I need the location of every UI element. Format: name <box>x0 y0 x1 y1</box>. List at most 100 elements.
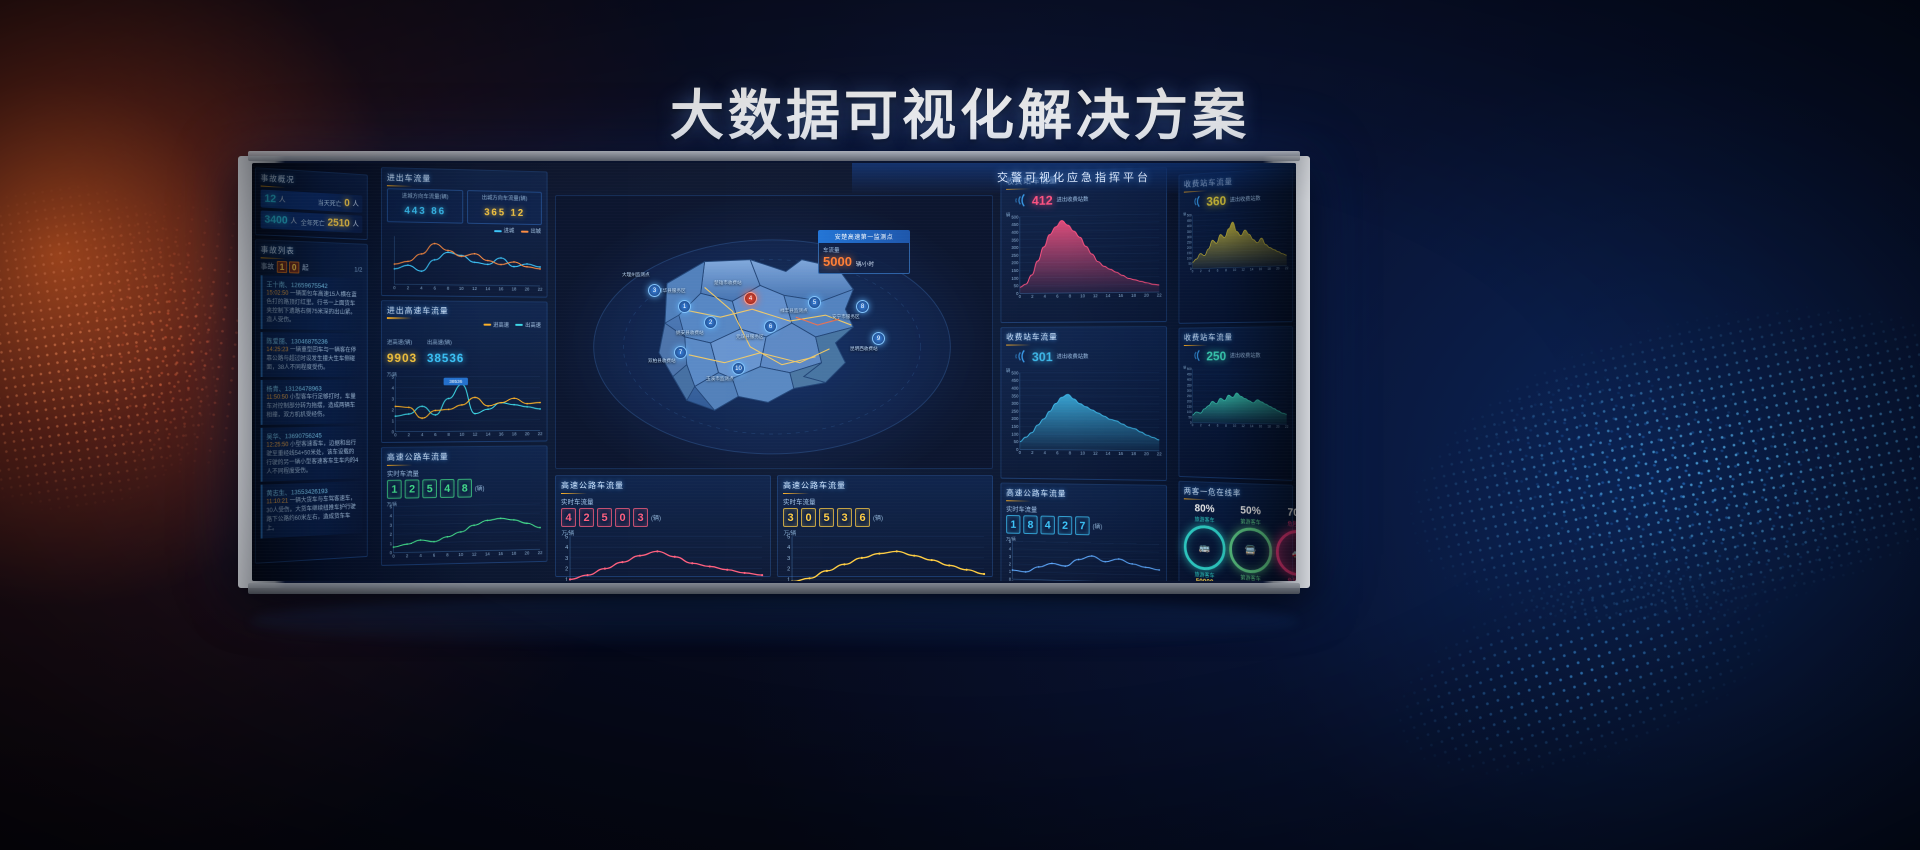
svg-text:辆: 辆 <box>1006 367 1011 374</box>
svg-text:12: 12 <box>1093 451 1098 456</box>
svg-text:3: 3 <box>1009 554 1012 559</box>
panel-title-accident-overview: 事故概况 <box>259 170 364 192</box>
svg-text:200: 200 <box>1011 416 1019 421</box>
svg-text:16: 16 <box>498 551 503 556</box>
svg-text:150: 150 <box>1187 251 1192 255</box>
accident-reporter-phone: 13690756245 <box>284 432 322 441</box>
svg-text:14: 14 <box>486 431 491 436</box>
legend-entry-out: 出城 <box>520 227 541 235</box>
digit: 6 <box>855 508 870 527</box>
digit: 1 <box>386 479 402 500</box>
svg-text:0: 0 <box>394 432 397 437</box>
svg-text:8: 8 <box>1069 294 1072 299</box>
svg-text:3: 3 <box>392 396 395 401</box>
digit: 5 <box>819 508 834 527</box>
online-rate-pct-2: 50% <box>1240 504 1261 518</box>
svg-text:350: 350 <box>1187 230 1192 234</box>
particle-field-bottom <box>1355 494 1865 850</box>
map-marker-9[interactable]: 9 <box>872 332 885 345</box>
svg-text:200: 200 <box>1187 246 1192 250</box>
svg-text:1: 1 <box>565 577 568 581</box>
svg-text:14: 14 <box>485 552 490 557</box>
map-tooltip-value: 5000 <box>823 254 852 269</box>
online-rate-cell-2: 50% 第游客车 🚍 第游客车 6000 <box>1229 504 1273 581</box>
panel-toll-3: 收费站车流量 301 进出收费站数 辆 0 50 100 150 200 250 300 350… <box>1000 326 1168 481</box>
svg-text:22: 22 <box>538 287 543 292</box>
coach-icon: 🚍 <box>1229 526 1273 575</box>
list-item[interactable]: 黄志生、13553426193 11:10:21 一辆大货车与车驾客速车，30人… <box>260 481 363 539</box>
accident-reporter-name: 陈爱丽 <box>266 338 285 346</box>
svg-text:14: 14 <box>1106 293 1111 298</box>
inout-box-out: 出城方向车流量(辆) 365 12 <box>467 190 542 226</box>
legend-entry-highway-out: 出高速 <box>515 321 541 329</box>
map-marker-3[interactable]: 3 <box>648 284 661 297</box>
panel-highway-flow-1: 高速公路车流量 实时车流量 1 2 5 4 8 (辆) 万/辆 0 1 2 3 4 5 0 2 4… <box>380 445 548 567</box>
map-marker-label-9: 昆明西收费站 <box>850 346 878 351</box>
highway-flow-4-sub: 实时车流量 <box>1006 506 1038 514</box>
accident-count-unit: 起 <box>302 264 309 272</box>
accident-list-pager[interactable]: 1/2 <box>354 266 363 274</box>
digit: 0 <box>801 508 816 527</box>
accident-description: 11:10:21 一辆大货车与车驾客速车，30人受伤。大货车继续扭推车护行驶路下… <box>266 495 358 535</box>
svg-text:0: 0 <box>1011 580 1014 581</box>
list-item[interactable]: 吴华、13690756245 12:25:50 小型客速客车，边据和出行驶至重经… <box>260 426 363 482</box>
svg-text:辆: 辆 <box>1183 211 1186 216</box>
regional-map[interactable]: 1 南华县服务区 2 姚安县收费站 3 大理州监测点 4 楚雄市收费站 5 禄丰… <box>555 195 993 469</box>
highway-in-block: 进高速(辆) 9903 <box>387 331 417 367</box>
svg-text:450: 450 <box>1187 219 1192 223</box>
accident-description: 12:25:50 小型客速客车，边据和出行驶至重经线54+50米处，该车设载的行… <box>266 440 358 478</box>
stat-row-today: 12 人 当天死亡 0 人 <box>260 189 363 213</box>
svg-text:400: 400 <box>1187 378 1192 382</box>
list-item[interactable]: 杨青、13126478963 11:50:50 小型客车行足够打时，车量车对控制… <box>260 379 363 425</box>
bus-icon: 🚌 <box>1183 524 1226 572</box>
map-marker-label-8: 安宁市服务区 <box>832 314 860 319</box>
svg-text:4: 4 <box>390 514 393 519</box>
list-item[interactable]: 王十南、12659675542 15:02:50 一辆面包车高速15人横在蓝色打… <box>260 275 363 331</box>
inout-box-in: 进城方向车流量(辆) 443 86 <box>386 188 464 224</box>
svg-text:4: 4 <box>419 553 422 558</box>
legend-label-highway-in: 进高速 <box>493 322 509 329</box>
highway-in-value: 9903 <box>386 350 418 365</box>
legend-entry-in: 进城 <box>494 226 514 234</box>
inout-value-out: 365 12 <box>484 207 526 219</box>
map-marker-8[interactable]: 8 <box>856 300 869 313</box>
panel-accident-overview: 事故概况 12 人 当天死亡 0 人 3400 人 全年死亡 2510 人 <box>254 167 368 241</box>
particle-field-right-cool <box>1293 190 1920 730</box>
highway-flow-1-sub: 实时车流量 <box>386 470 419 479</box>
svg-text:18: 18 <box>511 551 516 556</box>
svg-text:20: 20 <box>525 431 530 436</box>
accident-count-digit-0: 1 <box>276 260 288 274</box>
hazmat-truck-icon: 🚚 <box>1275 528 1296 578</box>
map-marker-2[interactable]: 2 <box>704 316 717 329</box>
map-marker-10[interactable]: 10 <box>732 362 745 375</box>
toll-3-value: 301 <box>1031 348 1053 364</box>
map-marker-5[interactable]: 5 <box>808 296 821 309</box>
panel-highway-inout: 进出高速车流量 进高速 出高速 进高速(辆) 9903 出高速(辆) 38536 <box>380 299 548 444</box>
list-item[interactable]: 陈爱丽、13046875236 14:25:23 一辆重型回车与一辆客在停靠公路… <box>260 332 363 377</box>
map-marker-1[interactable]: 1 <box>678 300 691 313</box>
highway-flow-2-unit: (辆) <box>651 516 661 522</box>
map-marker-4-hot[interactable]: 4 <box>744 292 757 305</box>
svg-text:50: 50 <box>1188 262 1191 266</box>
stat-row-year: 3400 人 全年死亡 2510 人 <box>260 210 363 234</box>
accident-description: 15:02:50 一辆面包车高速15人横在蓝色打的路顶灯红里。行书一上面货车夹控… <box>266 289 358 326</box>
digit: 2 <box>1057 515 1073 535</box>
svg-text:50: 50 <box>1014 283 1019 288</box>
svg-text:350: 350 <box>1011 237 1019 242</box>
toll-1-value: 412 <box>1031 192 1053 208</box>
svg-text:10: 10 <box>1080 451 1085 456</box>
svg-text:2: 2 <box>565 567 568 573</box>
panel-title-highway-flow-3: 高速公路车流量 <box>781 478 989 494</box>
toll-4-caption: 进出收费站数 <box>1229 353 1261 360</box>
digit: 3 <box>837 508 852 527</box>
panel-title-inout-flow: 进出车流量 <box>385 170 544 190</box>
map-tooltip: 安楚高速第一监测点 车流量 5000 辆/小时 <box>818 230 910 274</box>
column-map: 交警可视化应急指挥平台 日常监控 南山 晴 2018-0 <box>552 163 1296 581</box>
svg-text:150: 150 <box>1187 405 1192 409</box>
map-marker-6[interactable]: 6 <box>764 320 777 333</box>
online-rate-sub-1: 旅游客车 <box>1194 517 1215 524</box>
